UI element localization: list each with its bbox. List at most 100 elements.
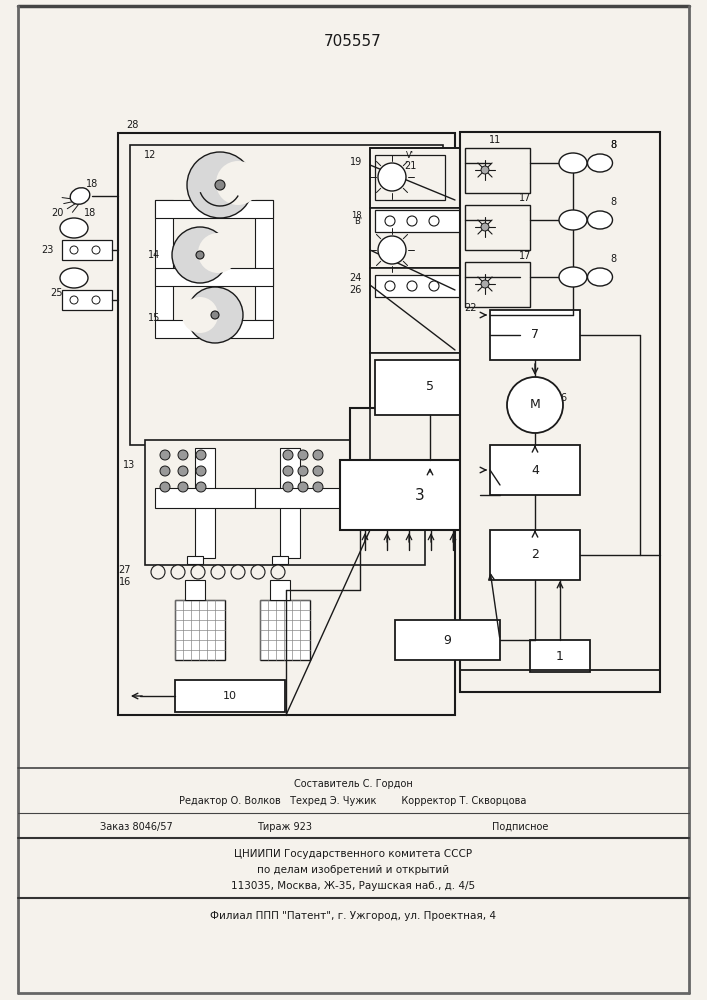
Text: 6: 6 — [560, 393, 566, 403]
Text: Подписное: Подписное — [492, 822, 548, 832]
Circle shape — [160, 466, 170, 476]
Bar — [375, 155, 445, 200]
Circle shape — [313, 482, 323, 492]
Bar — [370, 268, 490, 353]
Circle shape — [251, 565, 265, 579]
Text: 26: 26 — [350, 285, 362, 295]
Circle shape — [313, 450, 323, 460]
Text: 15: 15 — [148, 313, 160, 323]
Bar — [175, 680, 285, 712]
Text: 8: 8 — [610, 254, 616, 264]
Bar — [255, 200, 273, 320]
Bar — [530, 640, 590, 672]
Text: 18: 18 — [84, 208, 96, 218]
Ellipse shape — [559, 153, 587, 173]
Bar — [175, 600, 225, 660]
Text: 5: 5 — [426, 380, 434, 393]
Bar — [255, 488, 345, 508]
Text: M: M — [530, 398, 540, 412]
Circle shape — [211, 311, 219, 319]
Text: ЦНИИПИ Государственного комитета СССР: ЦНИИПИ Государственного комитета СССР — [234, 849, 472, 859]
Circle shape — [160, 450, 170, 460]
Circle shape — [378, 236, 406, 264]
Bar — [280, 448, 300, 558]
Bar — [155, 200, 173, 320]
Circle shape — [196, 450, 206, 460]
Ellipse shape — [60, 268, 88, 288]
Circle shape — [178, 482, 188, 492]
Circle shape — [283, 450, 293, 460]
Bar — [195, 448, 215, 558]
Bar — [62, 290, 112, 310]
Circle shape — [481, 280, 489, 288]
Circle shape — [298, 450, 308, 460]
Text: 3: 3 — [415, 488, 425, 502]
Bar — [155, 488, 255, 508]
Bar — [465, 205, 530, 250]
Bar — [395, 620, 500, 660]
Text: V': V' — [406, 151, 414, 160]
Circle shape — [187, 287, 243, 343]
Bar — [465, 148, 530, 193]
Circle shape — [429, 281, 439, 291]
Circle shape — [92, 246, 100, 254]
Circle shape — [196, 251, 204, 259]
Circle shape — [298, 482, 308, 492]
Text: 7: 7 — [531, 328, 539, 342]
Ellipse shape — [559, 267, 587, 287]
Bar — [370, 208, 490, 268]
Text: 4: 4 — [531, 464, 539, 477]
Bar — [350, 408, 500, 488]
Circle shape — [507, 377, 563, 433]
Bar — [490, 530, 580, 580]
Text: Филиал ППП "Патент", г. Ужгород, ул. Проектная, 4: Филиал ППП "Патент", г. Ужгород, ул. Про… — [210, 911, 496, 921]
Circle shape — [283, 482, 293, 492]
Circle shape — [385, 216, 395, 226]
Ellipse shape — [70, 188, 90, 204]
Text: Тираж 923: Тираж 923 — [257, 822, 312, 832]
Text: 25: 25 — [51, 288, 63, 298]
Bar — [465, 262, 530, 307]
Circle shape — [178, 466, 188, 476]
Text: 19: 19 — [350, 157, 362, 167]
Text: 12: 12 — [144, 150, 156, 160]
Bar — [130, 145, 443, 445]
Bar — [375, 360, 485, 415]
Text: 17: 17 — [519, 193, 531, 203]
Circle shape — [196, 482, 206, 492]
Circle shape — [70, 296, 78, 304]
Bar — [490, 445, 580, 495]
Text: 16: 16 — [119, 577, 131, 587]
Text: 23: 23 — [42, 245, 54, 255]
Bar — [187, 556, 203, 564]
Circle shape — [271, 565, 285, 579]
Ellipse shape — [559, 210, 587, 230]
Text: Заказ 8046/57: Заказ 8046/57 — [100, 822, 173, 832]
Circle shape — [151, 565, 165, 579]
Bar — [370, 148, 490, 208]
Ellipse shape — [60, 218, 88, 238]
Bar — [270, 580, 290, 600]
Text: 8: 8 — [610, 197, 616, 207]
Text: Составитель С. Гордон: Составитель С. Гордон — [293, 779, 412, 789]
Text: 11: 11 — [489, 135, 501, 145]
Circle shape — [283, 466, 293, 476]
Bar — [490, 310, 580, 360]
Circle shape — [481, 223, 489, 231]
Circle shape — [178, 450, 188, 460]
Bar — [155, 200, 273, 218]
Text: 24: 24 — [350, 273, 362, 283]
Circle shape — [429, 216, 439, 226]
Text: 1: 1 — [556, 650, 564, 662]
Text: 2: 2 — [531, 548, 539, 562]
Circle shape — [198, 233, 238, 273]
Bar — [272, 556, 288, 564]
Text: 10: 10 — [223, 691, 237, 701]
Circle shape — [182, 297, 218, 333]
Text: 13: 13 — [123, 460, 135, 470]
Circle shape — [407, 216, 417, 226]
Text: 17: 17 — [519, 251, 531, 261]
Circle shape — [313, 466, 323, 476]
Text: 9: 9 — [443, 634, 451, 647]
Text: 8: 8 — [610, 140, 616, 150]
